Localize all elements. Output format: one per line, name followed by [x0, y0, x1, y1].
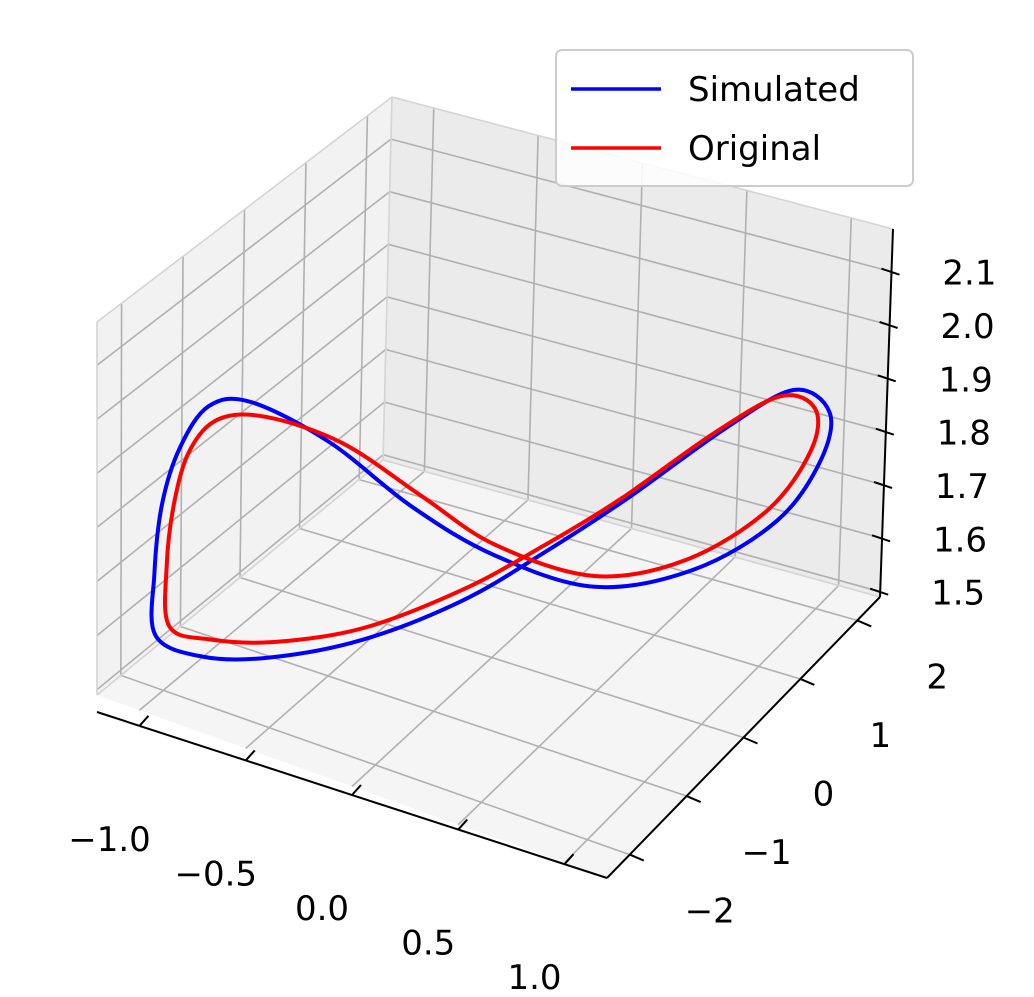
z-tick-label: 2.0 [941, 307, 995, 347]
x-tick-label: 0.0 [295, 889, 349, 929]
y-axis-ticks: −2−1 012 [629, 619, 948, 932]
x-tick-mark [138, 715, 150, 727]
grid-line-x-back [630, 162, 644, 529]
x-tick-mark [351, 784, 362, 796]
grid-line-z-back [390, 138, 892, 273]
z-tick-label: 2.1 [942, 254, 996, 294]
z-tick-mark [881, 267, 900, 276]
pane-edge [96, 96, 393, 323]
pane-edge [96, 459, 384, 696]
grid-line-y-left [298, 162, 307, 529]
z-tick-mark [873, 481, 893, 489]
grid-line-y-floor [299, 527, 801, 680]
grid-line-x-back [527, 135, 539, 500]
grid-line-y-left [239, 209, 246, 578]
legend: Simulated Original [555, 49, 914, 187]
z-tick-mark [875, 427, 895, 436]
x-tick-mark [245, 749, 256, 762]
x-tick-label: 1.0 [507, 958, 561, 997]
z-tick-mark [879, 321, 898, 329]
grid-line-y-left [120, 303, 123, 676]
series-line-simulated [149, 387, 834, 662]
y-tick-mark [856, 619, 872, 628]
y-tick-label: 2 [926, 657, 948, 697]
grid-line-z-left [96, 191, 391, 420]
z-tick-mark [869, 587, 889, 596]
z-tick-label: 1.7 [935, 467, 989, 507]
y-tick-label: 0 [813, 775, 835, 815]
grid-line-y-floor [180, 625, 687, 797]
z-tick-label: 1.6 [933, 520, 987, 560]
y-tick-label: 1 [870, 716, 892, 756]
grid-line-z-back [386, 296, 887, 433]
grid-line-y-left [358, 115, 369, 480]
z-tick-label: 1.9 [939, 360, 993, 400]
legend-box [555, 49, 914, 187]
pane-edge [382, 96, 393, 461]
series-line-original [163, 393, 821, 645]
grid-line-y-floor [239, 576, 744, 739]
grid-line-z-left [96, 296, 388, 529]
grid-line-z-back [385, 348, 885, 486]
x-axis-ticks: −1.0 −0.5 0.0 0.5 1.0 [68, 715, 575, 997]
grid-line-z-back [382, 453, 881, 593]
grid-line-x-back [734, 190, 748, 558]
grid-line-z-back [389, 190, 890, 326]
z-axis-ticks: 1.5 1.6 1.7 1.8 1.9 2.0 2.1 [869, 254, 996, 614]
floor-pane [97, 460, 880, 878]
z-tick-label: 1.5 [931, 574, 985, 614]
pane-edge [382, 459, 881, 598]
pane-edges [96, 96, 894, 696]
grid-line-z-left [96, 454, 384, 691]
grid-line-y-floor [120, 674, 631, 856]
y-tick-mark [743, 736, 758, 745]
z-tick-mark [871, 534, 891, 543]
grid-line-z-back [388, 243, 888, 380]
x-tick-label: −1.0 [68, 820, 151, 860]
z-tick-mark [877, 374, 897, 383]
grid-line-x-back [837, 217, 853, 586]
z-axis-line [879, 228, 894, 598]
y-tick-label: −2 [685, 892, 735, 932]
x-tick-mark [563, 853, 575, 865]
grid-line-z-left [96, 348, 387, 583]
grid-lines [96, 107, 892, 864]
y-tick-label: −1 [742, 833, 792, 873]
series-layer [149, 387, 834, 662]
x-tick-mark [457, 818, 468, 831]
back-pane [383, 97, 893, 597]
legend-label-original: Original [688, 129, 821, 169]
z-tick-label: 1.8 [937, 414, 991, 454]
grid-line-z-back [384, 401, 883, 540]
grid-line-y-floor [358, 478, 858, 622]
grid-line-x-back [423, 107, 435, 472]
y-tick-mark [686, 795, 702, 803]
x-tick-label: −0.5 [174, 854, 257, 894]
y-tick-mark [799, 678, 815, 686]
y-tick-mark [629, 853, 645, 862]
x-tick-label: 0.5 [401, 924, 455, 964]
legend-label-simulated: Simulated [688, 70, 860, 110]
grid-line-z-left [96, 243, 389, 474]
grid-line-z-left [96, 138, 392, 366]
